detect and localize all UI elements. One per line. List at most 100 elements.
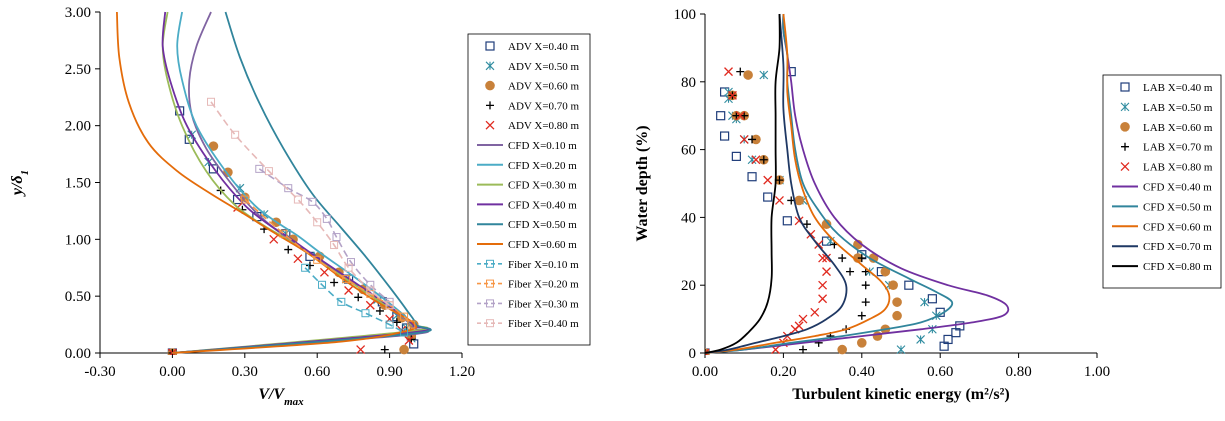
left-series-adv-x-0-80-m-point (344, 286, 354, 295)
left-series-fiber-x-0-40-m-point (293, 195, 302, 204)
right-series-lab-x-0-70-m-point (736, 67, 745, 76)
right-series-lab-x-0-60-m-point (888, 280, 898, 291)
right-series-lab-x-0-80-m-point (727, 90, 737, 100)
right-series-lab-x-0-70-m-point (740, 111, 749, 120)
left-series-adv-x-0-40-m-point (208, 164, 219, 174)
left-series-fiber-x-0-40-m-point (330, 241, 339, 250)
left-series-fiber-x-0-40-m-point (264, 167, 273, 176)
right-series-lab-x-0-80-m-point (798, 314, 808, 324)
left-y-tick-label: 3.00 (65, 5, 91, 21)
left-legend-item-adv-x-0-80-m-label: ADV X=0.80 m (508, 120, 580, 132)
left-plot-area (116, 11, 432, 355)
left-series-fiber-x-0-20-m-point (279, 229, 288, 238)
right-legend: LAB X=0.40 m LAB X=0.50 m LAB X=0.60 m LAB … (1102, 74, 1222, 289)
left-x-tick-label: 0.90 (376, 364, 402, 380)
right-series-lab-x-0-80-m-point (724, 67, 733, 77)
left-series-fiber-x-0-30-m-point (332, 233, 341, 242)
right-series-lab-x-0-50-m-point (759, 70, 769, 80)
left-legend-item-adv-x-0-40-m-label: ADV X=0.40 m (508, 41, 580, 53)
left-legend-item-cfd-x-0-40-m-label: CFD X=0.40 m (508, 199, 577, 211)
left-series-fiber-x-0-10-m-point (400, 328, 409, 337)
right-y-tick-label: 0 (689, 346, 697, 362)
right-series-lab-x-0-40-m-point (904, 280, 914, 290)
right-series-lab-x-0-80-m-point (794, 321, 804, 331)
left-y-tick-label: 0.50 (65, 289, 91, 305)
right-series-lab-x-0-80-m-point (818, 253, 828, 263)
right-series-lab-x-0-70-m-point (857, 311, 866, 320)
right-series-lab-x-0-40-m-point (821, 236, 832, 246)
right-x-tick-label: 0.20 (770, 364, 796, 380)
left-series-fiber-x-0-30-m-point (322, 214, 331, 223)
left-legend-item-adv-x-0-40-m-marker (485, 41, 495, 51)
left-series-adv-x-0-80-m-point (404, 336, 414, 345)
right-legend-item-lab-x-0-60-m-marker (1120, 122, 1130, 132)
right-legend-item-lab-x-0-80-m-label: LAB X=0.80 m (1143, 162, 1213, 174)
right-series-lab-x-0-50-m-point (747, 155, 757, 165)
left-legend-item-adv-x-0-80-m-marker (485, 120, 495, 130)
left-series-fiber-x-0-10-m-point (385, 320, 394, 329)
right-series-lab-x-0-80-m-point (818, 280, 828, 290)
right-series-cfd-x-0-60-m-line (705, 13, 891, 354)
left-legend-item-adv-x-0-70-m-label: ADV X=0.70 m (508, 100, 580, 112)
right-y-tick-label: 60 (681, 143, 696, 159)
left-series-adv-x-0-80-m-point (269, 234, 279, 244)
right-series-lab-x-0-40-m-point (939, 341, 949, 351)
left-series-adv-x-0-70-m-point (330, 278, 339, 287)
right-y-tick-label: 40 (681, 210, 696, 226)
left-series-fiber-x-0-40-m-point (313, 218, 322, 227)
right-legend-item-cfd-x-0-70-m-label: CFD X=0.70 m (1143, 241, 1212, 253)
left-series-fiber-x-0-40-m-point (385, 301, 394, 310)
right-legend-box (1102, 74, 1222, 289)
left-series-cfd-x-0-10-m-line (172, 11, 430, 354)
left-series-adv-x-0-80-m-point (365, 300, 375, 310)
left-series-adv-x-0-60-m-point (399, 344, 409, 355)
right-series-lab-x-0-40-m-point (782, 216, 792, 226)
left-legend-item-adv-x-0-60-m-label: ADV X=0.60 m (508, 81, 580, 93)
left-legend-item-fiber-x-0-40-m-marker (486, 319, 494, 328)
left-legend-item-fiber-x-0-10-m-marker (486, 259, 494, 268)
left-legend-item-fiber-x-0-20-m-label: Fiber X=0.20 m (508, 279, 579, 291)
left-series-adv-x-0-80-m-point (356, 345, 366, 355)
left-series-fiber-x-0-20-m-point (407, 320, 416, 329)
left-chart-velocity-profile: -0.30 0.00 0.30 0.60 0.90 1.20 0.00 0.50 1.00 1.5… (9, 5, 591, 408)
left-legend-item-fiber-x-0-40-m-label: Fiber X=0.40 m (508, 318, 579, 330)
left-series-adv-x-0-80-m-point (319, 267, 329, 277)
left-legend-item-adv-x-0-70-m-marker (486, 101, 494, 110)
right-series-lab-x-0-60-m-point (892, 310, 902, 321)
left-x-tick-label: 1.20 (449, 364, 475, 380)
left-series-fiber-x-0-30-m-point (366, 280, 375, 289)
right-series-lab-x-0-60-m-point (892, 297, 902, 307)
right-series-lab-x-0-80-m-point (763, 175, 773, 185)
right-y-tick-label: 80 (681, 75, 696, 91)
right-legend-item-cfd-x-0-50-m-label: CFD X=0.50 m (1143, 201, 1212, 213)
right-x-tick-label: 0.80 (1005, 364, 1031, 380)
right-x-axis-title: Turbulent kinetic energy (m²/s²) (792, 386, 1009, 403)
right-series-lab-x-0-70-m-point (861, 298, 870, 307)
left-legend-item-cfd-x-0-50-m-label: CFD X=0.50 m (508, 219, 577, 231)
right-series-lab-x-0-80-m-point (751, 155, 761, 165)
right-series-lab-x-0-70-m-point (748, 135, 757, 144)
left-y-tick-label: 0.00 (65, 346, 91, 362)
left-series-adv-x-0-70-m-point (284, 245, 293, 254)
right-x-tick-label: 0.60 (927, 364, 953, 380)
left-series-fiber-x-0-30-m-line (258, 168, 391, 303)
left-series-fiber-x-0-20-m-point (400, 312, 409, 321)
left-series-fiber-x-0-30-m-point (255, 164, 264, 173)
right-chart-tke-profile: 0.00 0.20 0.40 0.60 0.80 1.00 0 20 40 60 80 100 Turb… (634, 7, 1222, 403)
right-series-lab-x-0-70-m-point (799, 345, 807, 354)
right-series-cfd-x-0-40-m-line (705, 13, 1010, 354)
right-series-lab-x-0-40-m-point (731, 151, 741, 161)
left-series-adv-x-0-70-m-point (380, 345, 389, 354)
left-legend-item-adv-x-0-60-m-marker (485, 80, 495, 91)
right-series-lab-x-0-60-m-point (872, 331, 883, 341)
right-series-lab-x-0-80-m-point (822, 253, 831, 263)
right-series-lab-x-0-80-m-point (775, 195, 784, 205)
left-series-fiber-x-0-20-m-point (342, 275, 351, 284)
right-series-cfd-x-0-50-m-line (705, 13, 954, 354)
right-series-lab-x-0-40-m-point (786, 67, 796, 77)
right-y-tick-label: 20 (681, 278, 696, 294)
right-series-lab-x-0-50-m-point (916, 335, 925, 344)
left-legend-item-adv-x-0-50-m-label: ADV X=0.50 m (508, 61, 580, 73)
right-series-lab-x-0-60-m-point (857, 338, 867, 348)
